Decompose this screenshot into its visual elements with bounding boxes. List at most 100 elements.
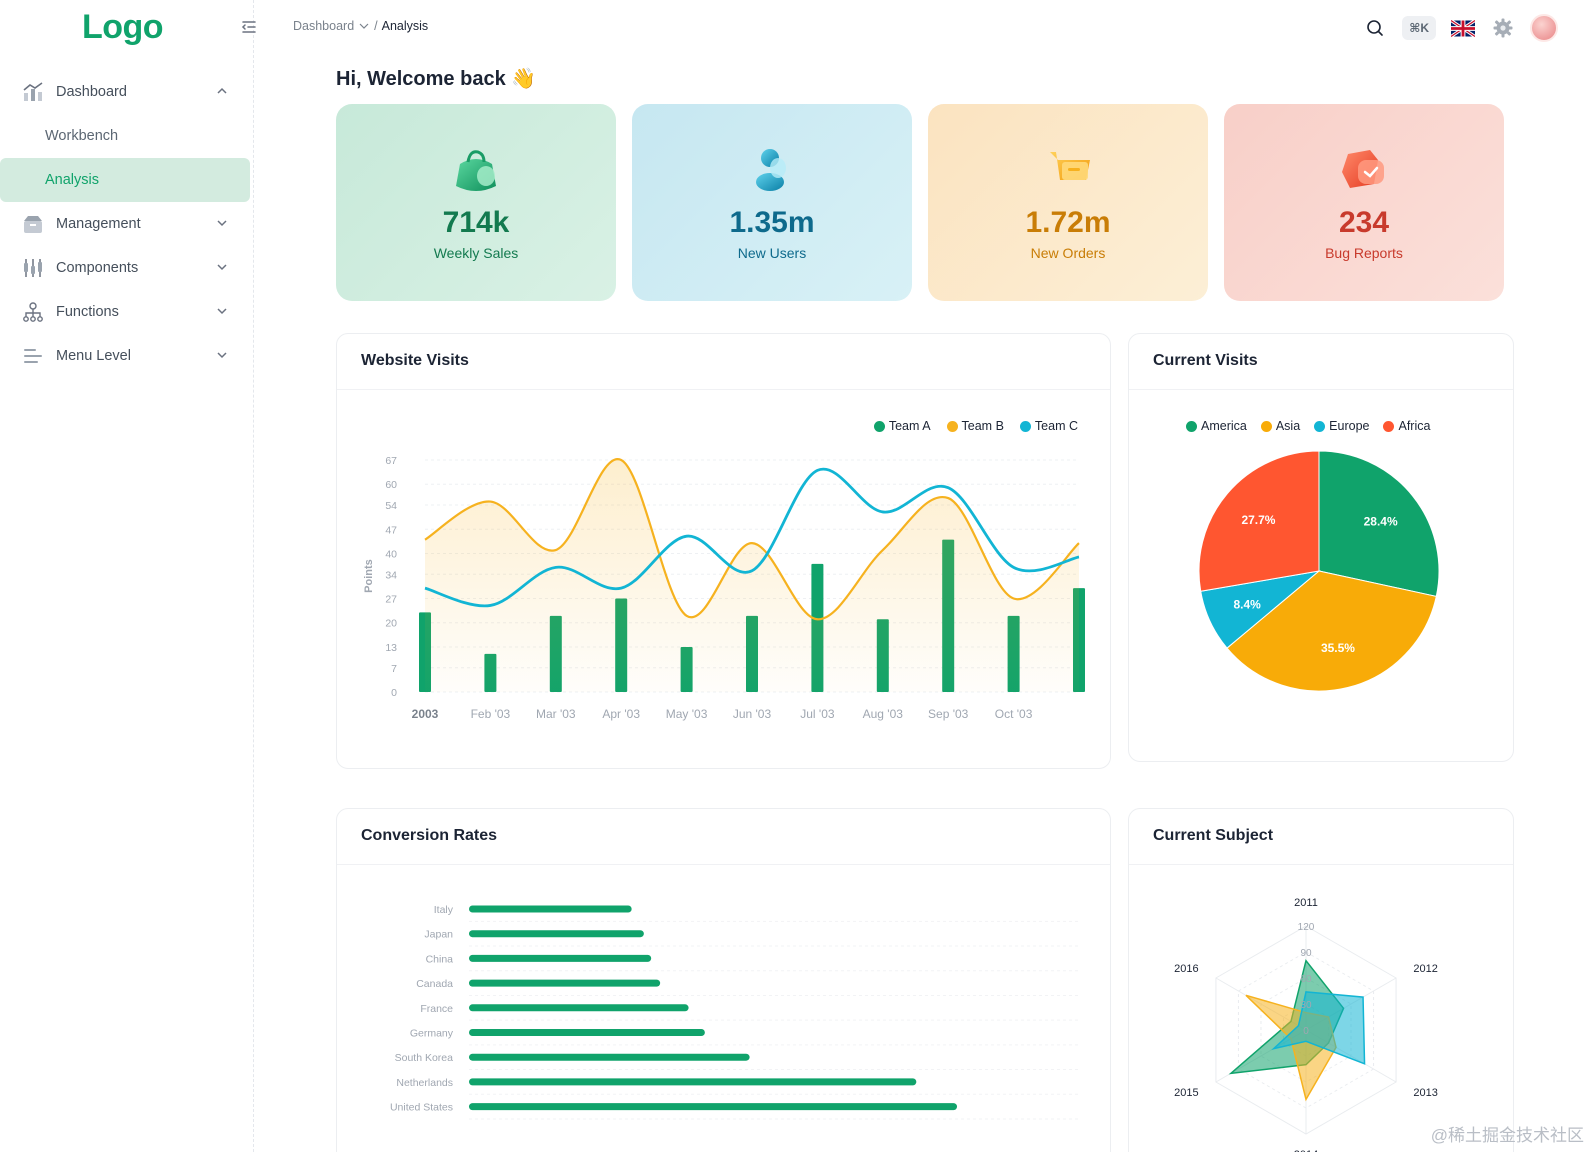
breadcrumb-current: Analysis (381, 19, 429, 33)
y-tick-label: 20 (385, 618, 397, 630)
legend-dot (1019, 420, 1031, 432)
users-icon (756, 149, 786, 191)
stat-card-bug-reports: 234 Bug Reports (1224, 104, 1504, 301)
sidebar-sub-label: Workbench (45, 128, 119, 144)
legend-label: Team A (888, 419, 931, 433)
legend-label: Team C (1034, 419, 1078, 433)
shopping-cart-icon (1050, 152, 1090, 180)
area-team-b (425, 459, 1079, 692)
y-tick-label: 27 (385, 594, 397, 606)
bug-report-icon (1342, 150, 1384, 188)
stat-label: Weekly Sales (433, 245, 519, 261)
breadcrumb-parent[interactable]: Dashboard (293, 19, 355, 33)
x-tick-label: Apr '03 (602, 707, 640, 721)
sidebar-item-label: Components (56, 260, 139, 276)
x-tick-label: Aug '03 (863, 707, 904, 721)
legend-dot (873, 420, 885, 432)
uk-flag-icon[interactable] (1450, 15, 1476, 41)
current-subject-panel: Current Subject 0 30 60 90 120 2011 2012 2013 20… (1128, 808, 1514, 1152)
pie-data-label: 28.4% (1364, 514, 1398, 528)
legend-item[interactable]: Team A (873, 419, 931, 433)
avatar[interactable] (1530, 14, 1558, 42)
pie-slice-africa (1198, 450, 1320, 592)
pie-slice-america (1318, 450, 1440, 598)
sliders-icon (22, 257, 44, 279)
radar-tick-label: 0 (1303, 1026, 1309, 1037)
website-visits-chart: 0 7 13 20 27 34 40 47 54 60 67 Points 2003 Feb '03 Mar… (363, 455, 1085, 721)
logo[interactable]: Logo (82, 8, 164, 46)
pie-data-label: 35.5% (1321, 641, 1355, 655)
stat-value: 234 (1338, 206, 1390, 239)
y-tick-label: United States (390, 1102, 453, 1114)
x-tick-label: 2003 (412, 707, 439, 721)
y-tick-label: 47 (385, 524, 397, 536)
legend-item[interactable]: Africa (1383, 419, 1430, 433)
stat-label: New Orders (1030, 245, 1106, 261)
y-tick-label: Italy (434, 904, 454, 916)
radar-axis-label: 2015 (1174, 1087, 1198, 1099)
panel-title: Website Visits (361, 352, 469, 369)
conversion-rates-chart: Italy Japan China Canada France Germany South … (390, 904, 1079, 1120)
stat-value: 1.35m (729, 206, 815, 239)
watermark: @稀土掘金技术社区 (1430, 1126, 1584, 1145)
conversion-bar (469, 954, 652, 962)
radar-tick-label: 90 (1300, 948, 1312, 959)
conversion-bar (469, 905, 632, 913)
search-icon[interactable] (1362, 15, 1388, 41)
stat-value: 714k (442, 206, 510, 239)
collapse-sidebar-icon[interactable] (240, 18, 258, 36)
legend-item[interactable]: Asia (1260, 419, 1301, 433)
y-tick-label: France (420, 1003, 453, 1015)
gear-icon[interactable] (1490, 15, 1516, 41)
legend-item[interactable]: Team B (946, 419, 1004, 433)
sidebar-item-components[interactable]: Components (0, 246, 254, 290)
sidebar-item-analysis[interactable]: Analysis (0, 158, 250, 202)
legend-label: Team B (961, 419, 1004, 433)
y-tick-label: 0 (391, 687, 397, 699)
website-visits-panel: Website Visits Team A Team B Team C 0 7 13… (336, 333, 1111, 769)
y-tick-label: 34 (385, 569, 397, 581)
menu-lines-icon (22, 345, 44, 367)
panel-title: Current Visits (1153, 352, 1258, 369)
sidebar-item-workbench[interactable]: Workbench (0, 114, 254, 158)
sidebar-item-dashboard[interactable]: Dashboard (0, 70, 254, 114)
current-visits-panel: Current Visits America Asia Europe Afric… (1128, 333, 1514, 762)
conversion-bar (469, 1029, 705, 1036)
breadcrumb-separator: / (374, 19, 378, 33)
panel-title: Conversion Rates (361, 827, 498, 844)
y-tick-label: 60 (385, 479, 397, 491)
conversion-bar (469, 1004, 689, 1012)
panel-title: Current Subject (1153, 827, 1274, 844)
sidebar-item-management[interactable]: Management (0, 202, 254, 246)
sidebar-item-functions[interactable]: Functions (0, 290, 254, 334)
header-actions: ⌘K (1362, 14, 1558, 42)
legend-label: Europe (1329, 419, 1370, 433)
sidebar-sub-label: Analysis (45, 172, 99, 188)
y-tick-label: Canada (416, 978, 453, 990)
shortcut-badge[interactable]: ⌘K (1402, 16, 1436, 40)
chevron-down-icon[interactable] (358, 20, 370, 32)
x-tick-label: Mar '03 (536, 707, 576, 721)
sidebar-nav: Dashboard Workbench Analysis Management … (0, 70, 254, 378)
legend-item[interactable]: Europe (1314, 419, 1369, 433)
legend-dot (946, 420, 958, 432)
y-tick-label: 7 (391, 663, 397, 675)
legend-dot (1260, 420, 1272, 432)
legend-item[interactable]: America (1186, 419, 1247, 433)
x-tick-label: Oct '03 (995, 707, 1033, 721)
y-tick-label: 67 (385, 455, 397, 467)
legend-dot (1383, 420, 1395, 432)
x-tick-label: May '03 (666, 707, 708, 721)
legend-item[interactable]: Team C (1019, 419, 1078, 433)
chevron-up-icon (217, 87, 227, 94)
y-tick-label: Netherlands (396, 1077, 453, 1089)
sidebar-item-label: Dashboard (56, 84, 127, 100)
breadcrumb: Dashboard / Analysis (293, 19, 428, 33)
legend-label: Asia (1275, 419, 1301, 433)
current-visits-chart: 28.4% 35.5% 8.4% 27.7% (1198, 450, 1440, 692)
y-tick-label: 54 (385, 500, 397, 512)
y-tick-label: 13 (385, 642, 397, 654)
sidebar-item-menu-level[interactable]: Menu Level (0, 334, 254, 378)
conversion-bar (469, 1103, 957, 1111)
conversion-bar (469, 930, 644, 938)
